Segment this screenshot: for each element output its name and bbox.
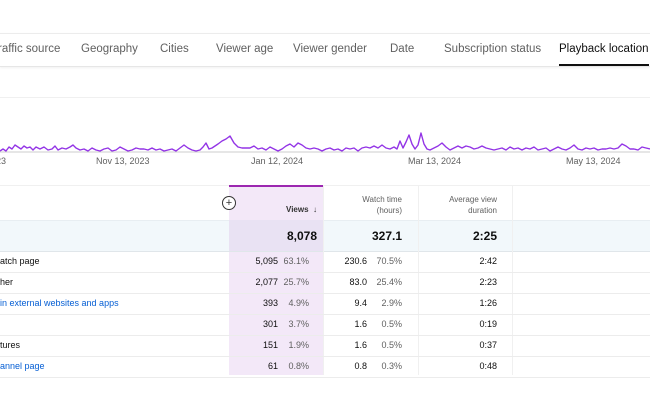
views-value: 61: [267, 361, 278, 371]
avg-duration-value: 0:37: [479, 340, 497, 350]
avg-duration-value: 0:19: [479, 319, 497, 329]
views-value: 5,095: [255, 256, 278, 266]
views-total-highlight: [229, 220, 323, 251]
column-divider: [418, 185, 419, 375]
tab-viewer-age[interactable]: Viewer age: [216, 43, 274, 55]
views-value: 151: [262, 340, 278, 350]
total-avg-duration: 2:25: [472, 229, 497, 243]
tab-geography[interactable]: Geography: [81, 43, 138, 55]
watch-time-percent: 2.9%: [381, 298, 402, 308]
x-axis-tick: Mar 13, 2024: [408, 156, 462, 166]
tab-traffic-source[interactable]: raffic source: [0, 43, 61, 55]
avg-duration-value: 0:48: [479, 361, 497, 371]
chart-top-gridline: [0, 97, 650, 98]
row-label-link[interactable]: in external websites and apps: [0, 298, 119, 308]
tab-playback-location[interactable]: Playback location: [559, 43, 649, 66]
watch-time-column-header[interactable]: Watch time (hours): [324, 194, 402, 216]
x-axis-tick: 23: [0, 156, 7, 166]
watch-time-value: 0.8: [354, 361, 367, 371]
avg-view-duration-column-header[interactable]: Average view duration: [419, 194, 497, 216]
avg-duration-value: 2:42: [479, 256, 497, 266]
tab-subscription-status[interactable]: Subscription status: [444, 43, 542, 55]
tab-viewer-gender[interactable]: Viewer gender: [293, 43, 367, 55]
tab-cities[interactable]: Cities: [160, 43, 189, 55]
watch-time-percent: 25.4%: [376, 277, 402, 287]
views-percent: 63.1%: [283, 256, 309, 266]
views-value: 301: [262, 319, 278, 329]
row-label: her: [0, 277, 14, 287]
watch-time-value: 1.6: [354, 319, 367, 329]
views-percent: 1.9%: [288, 340, 309, 350]
views-percent: 0.8%: [288, 361, 309, 371]
total-watch-time: 327.1: [371, 229, 402, 243]
watch-time-percent: 70.5%: [376, 256, 402, 266]
views-column-highlight: [229, 185, 323, 375]
report-tabs: raffic source Geography Cities Viewer ag…: [0, 33, 650, 67]
x-axis-tick: Jan 12, 2024: [251, 156, 304, 166]
views-value: 2,077: [255, 277, 278, 287]
watch-time-value: 230.6: [344, 256, 367, 266]
table-row[interactable]: 301 3.7% 1.6 0.5% 0:19: [0, 314, 650, 336]
add-circle-icon[interactable]: +: [222, 196, 236, 210]
x-axis-tick: May 13, 2024: [566, 156, 621, 166]
views-percent: 4.9%: [288, 298, 309, 308]
row-label-link[interactable]: annel page: [0, 361, 45, 371]
table-row[interactable]: atch page 5,095 63.1% 230.6 70.5% 2:42: [0, 251, 650, 273]
x-axis-tick: Nov 13, 2023: [96, 156, 150, 166]
watch-time-value: 1.6: [354, 340, 367, 350]
table-row[interactable]: annel page 61 0.8% 0.8 0.3% 0:48: [0, 356, 650, 378]
views-line-chart[interactable]: 23 Nov 13, 2023 Jan 12, 2024 Mar 13, 202…: [0, 97, 650, 177]
chart-plot: [0, 132, 650, 153]
table-header: [0, 185, 650, 222]
row-label: tures: [0, 340, 21, 350]
watch-time-value: 9.4: [354, 298, 367, 308]
table-row[interactable]: tures 151 1.9% 1.6 0.5% 0:37: [0, 335, 650, 357]
table-row[interactable]: in external websites and apps 393 4.9% 9…: [0, 293, 650, 315]
avg-duration-header-line2: duration: [468, 206, 497, 215]
watch-time-header-line2: (hours): [376, 206, 402, 215]
watch-time-percent: 0.5%: [381, 340, 402, 350]
avg-duration-value: 2:23: [479, 277, 497, 287]
views-value: 393: [262, 298, 278, 308]
avg-duration-header-line1: Average view: [449, 195, 497, 204]
sort-down-arrow-icon: ↓: [313, 205, 317, 214]
row-label: atch page: [0, 256, 40, 266]
total-views: 8,078: [286, 229, 317, 243]
column-divider: [512, 185, 513, 375]
views-column-header[interactable]: Views ↓: [229, 204, 317, 215]
table-row[interactable]: her 2,077 25.7% 83.0 25.4% 2:23: [0, 272, 650, 294]
watch-time-value: 83.0: [349, 277, 367, 287]
views-header-label: Views: [286, 205, 309, 214]
views-percent: 25.7%: [283, 277, 309, 287]
column-divider: [323, 185, 324, 375]
watch-time-percent: 0.3%: [381, 361, 402, 371]
views-percent: 3.7%: [288, 319, 309, 329]
watch-time-percent: 0.5%: [381, 319, 402, 329]
watch-time-header-line1: Watch time: [362, 195, 402, 204]
tab-date[interactable]: Date: [390, 43, 415, 55]
totals-row: [0, 220, 650, 252]
avg-duration-value: 1:26: [479, 298, 497, 308]
